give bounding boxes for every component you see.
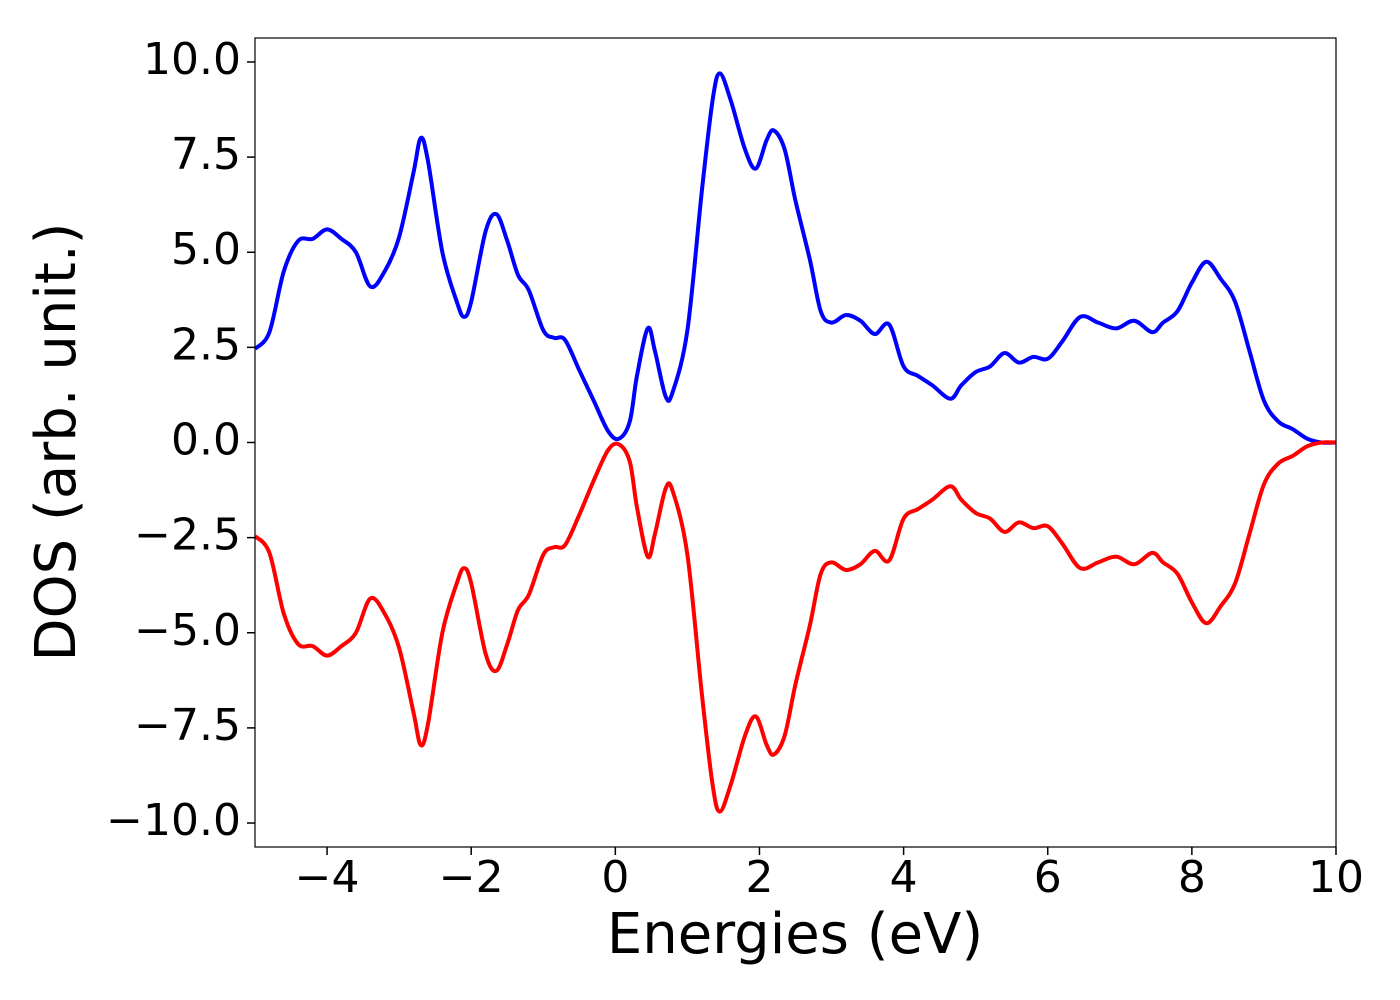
x-tick-label: 8 <box>1178 852 1206 903</box>
y-tick-label: −5.0 <box>134 605 241 656</box>
y-tick-label: −2.5 <box>134 510 241 561</box>
plot-frame <box>254 37 1337 848</box>
y-axis-label: DOS (arb. unit.) <box>24 222 89 661</box>
y-tick-label: 5.0 <box>171 224 241 275</box>
y-tick-label: −7.5 <box>134 700 241 751</box>
x-tick-label: 2 <box>745 852 773 903</box>
x-tick-label: −4 <box>295 852 360 903</box>
x-axis-label: Energies (eV) <box>607 902 983 967</box>
line <box>255 71 1336 445</box>
y-tick-label: 10.0 <box>143 34 241 85</box>
line <box>255 440 1336 814</box>
y-tick-label: 2.5 <box>171 319 241 370</box>
y-tick-label: 0.0 <box>171 415 241 466</box>
y-tick-label: −10.0 <box>106 795 241 846</box>
x-tick-label: −2 <box>439 852 504 903</box>
x-tick-label: 6 <box>1034 852 1062 903</box>
x-tick-label: 10 <box>1308 852 1364 903</box>
x-tick-label: 0 <box>601 852 629 903</box>
x-tick-label: 4 <box>890 852 918 903</box>
y-tick-label: 7.5 <box>171 129 241 180</box>
